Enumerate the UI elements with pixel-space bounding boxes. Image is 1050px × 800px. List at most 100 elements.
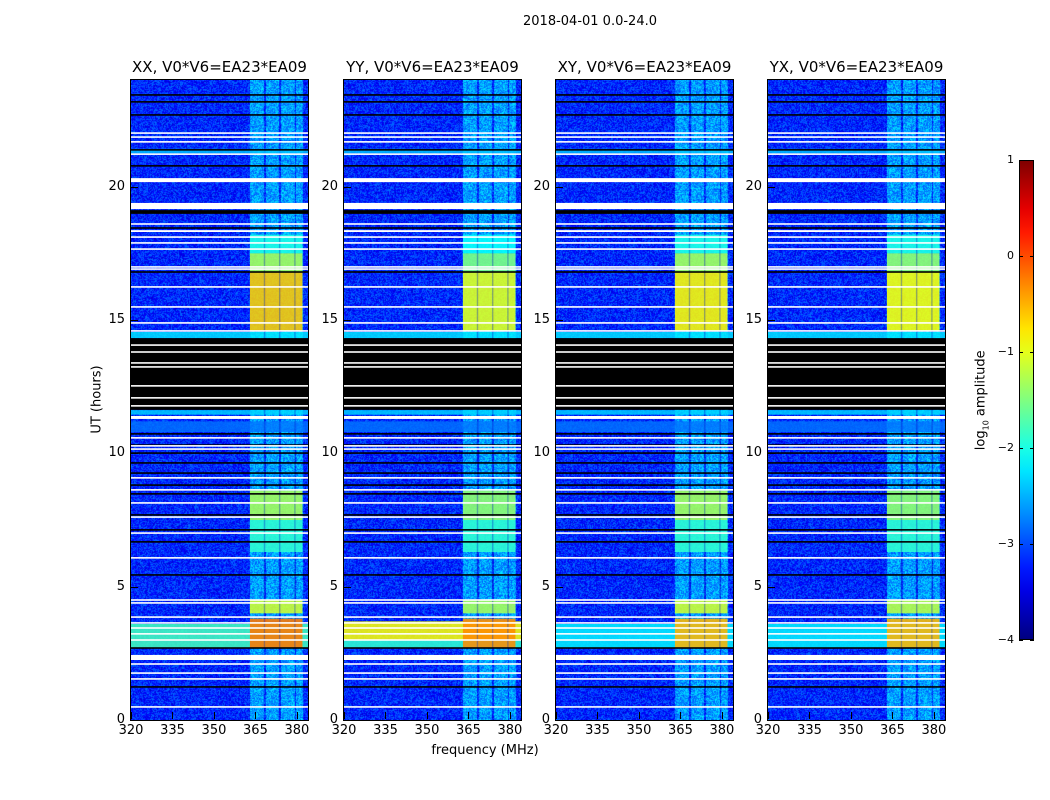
flagged-row-white: [131, 448, 308, 450]
colorbar-tick-label: 1: [1007, 153, 1014, 166]
flagged-row-white: [768, 437, 945, 439]
flagged-row-black: [556, 484, 733, 486]
flagged-row-white: [556, 223, 733, 225]
flagged-row-white: [556, 489, 733, 491]
flagged-row-black: [768, 574, 945, 576]
flagged-row-white: [556, 202, 733, 210]
flagged-row-white: [131, 344, 308, 346]
flagged-row-white: [131, 516, 308, 518]
flagged-row-white: [768, 385, 945, 387]
flagged-row-white: [556, 622, 733, 624]
x-tick-mark: [296, 712, 298, 719]
x-tick-label: 320: [755, 723, 781, 738]
flagged-row-white: [131, 397, 308, 399]
heatmap-channel-gap: [278, 234, 281, 648]
x-tick-mark: [721, 712, 723, 719]
heatmap-band: [768, 410, 945, 415]
flagged-row-black: [556, 444, 733, 446]
flagged-row-white: [556, 445, 733, 447]
heatmap-channel-gap: [703, 234, 706, 648]
flagged-row-white: [768, 532, 945, 534]
y-tick-mark: [344, 720, 351, 721]
x-tick-mark: [426, 712, 428, 719]
heatmap-region: [249, 520, 303, 552]
flagged-row-white: [131, 622, 308, 624]
flagged-row-white: [556, 366, 733, 368]
flagged-row-white: [556, 416, 733, 419]
flagged-row-black: [344, 165, 521, 167]
flagged-row-white: [344, 616, 521, 618]
flagged-row-white: [768, 268, 945, 270]
flagged-row-white: [768, 672, 945, 674]
flagged-row-white: [768, 344, 945, 346]
flagged-row-white: [556, 437, 733, 439]
heatmap-channel-gap: [900, 234, 903, 648]
flagged-row-white: [768, 448, 945, 450]
y-tick-label: 20: [533, 178, 550, 194]
colorbar-tick-mark: [1019, 352, 1034, 353]
flagged-row-black: [556, 94, 733, 96]
flagged-row-white: [556, 532, 733, 534]
flagged-row-black: [344, 444, 521, 446]
flagged-row-white: [344, 639, 521, 641]
flagged-row-black: [556, 433, 733, 435]
y-tick-mark: [131, 586, 138, 588]
panel-title: YX, V0*V6=EA23*EA09: [769, 58, 944, 76]
flagged-row-white: [344, 706, 521, 708]
heatmap-band: [768, 421, 945, 432]
flagged-row-white: [131, 322, 308, 324]
flagged-row-white: [131, 230, 308, 232]
heatmap-band: [768, 332, 945, 339]
heatmap-overlay: [768, 94, 945, 708]
flagged-row-white: [556, 557, 733, 559]
flagged-row-white: [556, 344, 733, 346]
flagged-row-black: [768, 433, 945, 435]
flagged-row-black: [556, 541, 733, 543]
flagged-row-white: [344, 306, 521, 308]
y-tick-label: 15: [533, 312, 550, 327]
flagged-row-white: [131, 445, 308, 447]
flagged-row-white: [556, 627, 733, 629]
heatmap-region: [674, 520, 728, 552]
heatmap-channel-gap: [476, 234, 479, 648]
flagged-row-black: [556, 338, 733, 410]
flagged-row-black: [131, 444, 308, 446]
heatmap-band: [344, 332, 521, 339]
flagged-row-white: [344, 599, 521, 601]
flagged-row-black: [131, 493, 308, 495]
flagged-row-white: [131, 654, 308, 660]
flagged-row-black: [768, 484, 945, 486]
x-tick-mark: [638, 712, 640, 719]
flagged-row-white: [131, 178, 308, 183]
flagged-row-white: [556, 351, 733, 353]
flagged-row-white: [768, 136, 945, 138]
flagged-row-black: [344, 338, 521, 410]
flagged-row-black: [556, 647, 733, 649]
flagged-row-white: [344, 405, 521, 407]
heatmap-channel-gap: [719, 234, 721, 648]
flagged-row-white: [131, 405, 308, 407]
colorbar-label: log10 amplitude: [974, 340, 991, 460]
heatmap-band: [131, 148, 308, 154]
flagged-row-white: [768, 489, 945, 491]
heatmap-band: [556, 421, 733, 432]
y-tick-label: 20: [745, 178, 762, 194]
flagged-row-white: [131, 385, 308, 387]
flagged-row-white: [768, 178, 945, 183]
flagged-row-white: [344, 330, 521, 332]
x-tick-mark: [468, 712, 470, 719]
x-tick-label: 335: [160, 723, 185, 738]
flagged-row-white: [131, 663, 308, 665]
x-tick-label: 335: [585, 723, 610, 738]
x-tick-label: 335: [797, 723, 822, 738]
flagged-row-white: [131, 633, 308, 635]
flagged-row-white: [344, 516, 521, 518]
flagged-row-black: [131, 227, 308, 229]
panel-title: YY, V0*V6=EA23*EA09: [346, 58, 519, 76]
flagged-row-black: [131, 338, 308, 410]
flagged-row-white: [556, 248, 733, 250]
flagged-row-white: [768, 286, 945, 288]
flagged-row-black: [768, 514, 945, 516]
flagged-row-white: [344, 202, 521, 210]
x-tick-label: 365: [456, 723, 481, 738]
